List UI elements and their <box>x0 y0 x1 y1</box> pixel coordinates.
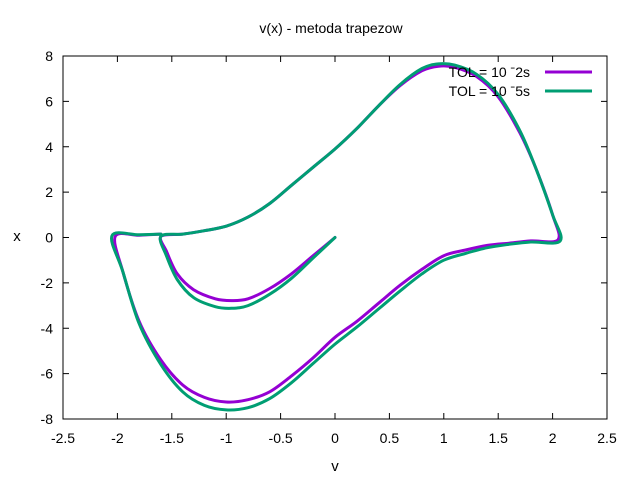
chart-title: v(x) - metoda trapezow <box>259 20 403 36</box>
x-tick-label: -1.5 <box>160 430 184 446</box>
series-layer <box>109 62 563 412</box>
y-tick-label: 0 <box>45 230 53 246</box>
y-axis-label: x <box>13 228 21 245</box>
legend-label-2: TOL = 10 ˉ5s <box>449 83 530 99</box>
series-line-2 <box>109 62 563 412</box>
legend: TOL = 10 ˉ2s TOL = 10 ˉ5s <box>449 64 592 99</box>
x-tick-label: 2.5 <box>597 430 617 446</box>
legend-label-1: TOL = 10 ˉ2s <box>449 64 530 80</box>
x-tick-label: 1 <box>440 430 448 446</box>
y-tick-label: -8 <box>41 411 54 427</box>
x-tick-label: -2.5 <box>51 430 75 446</box>
x-tick-label: 0 <box>331 430 339 446</box>
x-axis-label: v <box>331 458 339 475</box>
axis-ticks: -2.5 -2 -1.5 -1 -0.5 0 0.5 1 1.5 2 2.5 -8 -6 -4 -2 0 2 4 6… <box>41 48 617 446</box>
x-tick-label: 0.5 <box>380 430 400 446</box>
y-tick-label: 4 <box>45 139 53 155</box>
y-tick-label: -6 <box>41 366 54 382</box>
y-tick-label: -2 <box>41 275 54 291</box>
x-tick-label: -2 <box>111 430 124 446</box>
y-tick-label: 2 <box>45 184 53 200</box>
x-tick-label: 1.5 <box>488 430 508 446</box>
x-tick-label: -1 <box>220 430 233 446</box>
y-tick-label: -4 <box>41 320 54 336</box>
y-tick-label: 8 <box>45 48 53 64</box>
x-tick-label: -0.5 <box>269 430 293 446</box>
y-tick-label: 6 <box>45 93 53 109</box>
x-tick-label: 2 <box>549 430 557 446</box>
